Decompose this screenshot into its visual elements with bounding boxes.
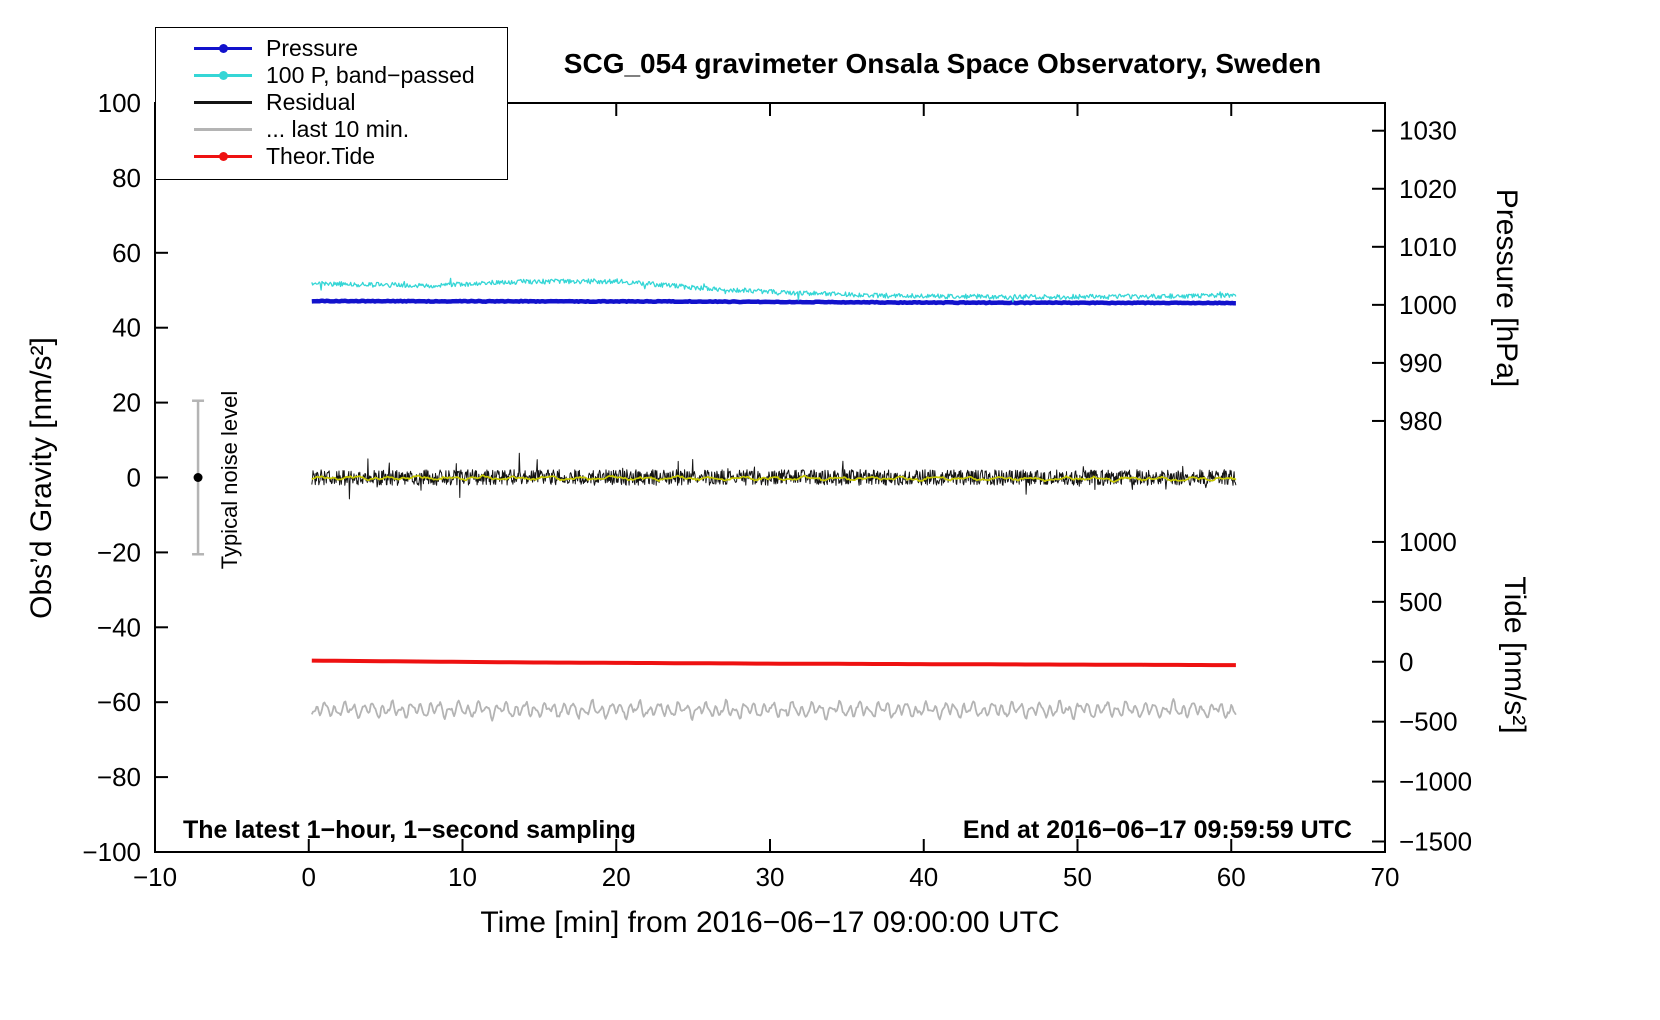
y-axis-label-gravity: Obs’d Gravity [nm/s²] [25,337,58,619]
axis-tick-label: 1030 [1399,116,1457,146]
legend-item-label: ... last 10 min. [266,116,410,142]
series-theoretical-tide [311,658,1236,668]
axis-tick-label: 0 [302,862,316,892]
legend-item: Pressure [156,35,507,62]
legend-line-sample [194,143,252,170]
axis-tick-label: 500 [1399,587,1442,617]
axis-tick-label: 1000 [1399,290,1457,320]
axis-tick-label: 70 [1371,862,1400,892]
axis-tick-label: 50 [1063,862,1092,892]
axis-tick-label: 1010 [1399,232,1457,262]
chart-legend: Pressure 100 P, band−passed Residual... la… [155,27,508,180]
axis-tick-label: −10 [133,862,177,892]
axis-tick-label: 1020 [1399,174,1457,204]
sampling-annotation: The latest 1−hour, 1−second sampling [183,816,636,844]
axis-tick-label: 60 [1217,862,1246,892]
axis-tick-label: −80 [97,762,141,792]
noise-center-dot [193,473,203,482]
legend-line-sample [194,116,252,143]
legend-dot-marker [219,152,228,161]
axis-tick-label: 20 [602,862,631,892]
chart-title: SCG_054 gravimeter Onsala Space Observat… [563,48,1322,79]
axis-tick-label: 40 [909,862,938,892]
legend-dot-marker [219,44,228,53]
legend-line-sample [194,35,252,62]
axis-tick-label: 30 [756,862,785,892]
axis-tick-label: 20 [112,388,141,418]
series-last-10-min-residual [310,698,1237,722]
axis-tick-label: 0 [127,463,141,493]
axis-tick-label: −1000 [1399,767,1472,797]
axis-tick-label: 1000 [1399,527,1457,557]
axis-tick-label: −500 [1399,707,1458,737]
legend-dot-marker [219,71,228,80]
y-axis-label-pressure: Pressure [hPa] [1490,188,1523,388]
legend-item: Residual [156,89,507,116]
legend-item-label: Theor.Tide [266,143,376,169]
series-residual-lowpassed-yellow [311,474,1237,483]
axis-tick-label: −1500 [1399,827,1472,857]
axis-tick-label: 60 [112,238,141,268]
axis-tick-label: 990 [1399,348,1442,378]
axis-tick-label: −100 [82,837,141,867]
series-residual [311,452,1237,500]
x-axis-label: Time [min] from 2016−06−17 09:00:00 UTC [480,906,1060,939]
legend-item-label: Residual [266,89,356,115]
axis-tick-label: 10 [448,862,477,892]
axis-tick-label: 40 [112,313,141,343]
y-axis-label-tide: Tide [nm/s²] [1498,576,1531,734]
legend-item-label: 100 P, band−passed [266,62,475,88]
legend-item: Theor.Tide [156,143,507,170]
axis-tick-label: 100 [98,88,141,118]
legend-item-label: Pressure [266,35,359,61]
axis-tick-label: −40 [97,612,141,642]
axis-tick-label: −20 [97,537,141,567]
axis-tick-label: 80 [112,163,141,193]
axis-tick-label: −60 [97,687,141,717]
legend-item: ... last 10 min. [156,116,507,143]
axis-tick-label: 980 [1399,406,1442,436]
axis-tick-label: 0 [1399,647,1413,677]
series-pressure-bandpassed-x100 [311,277,1237,303]
legend-item: 100 P, band−passed [156,62,507,89]
series-pressure [311,298,1237,306]
legend-line-sample [194,89,252,116]
legend-line-sample [194,62,252,89]
end-time-annotation: End at 2016−06−17 09:59:59 UTC [962,816,1352,844]
typical-noise-level-label: Typical noise level [217,390,242,570]
